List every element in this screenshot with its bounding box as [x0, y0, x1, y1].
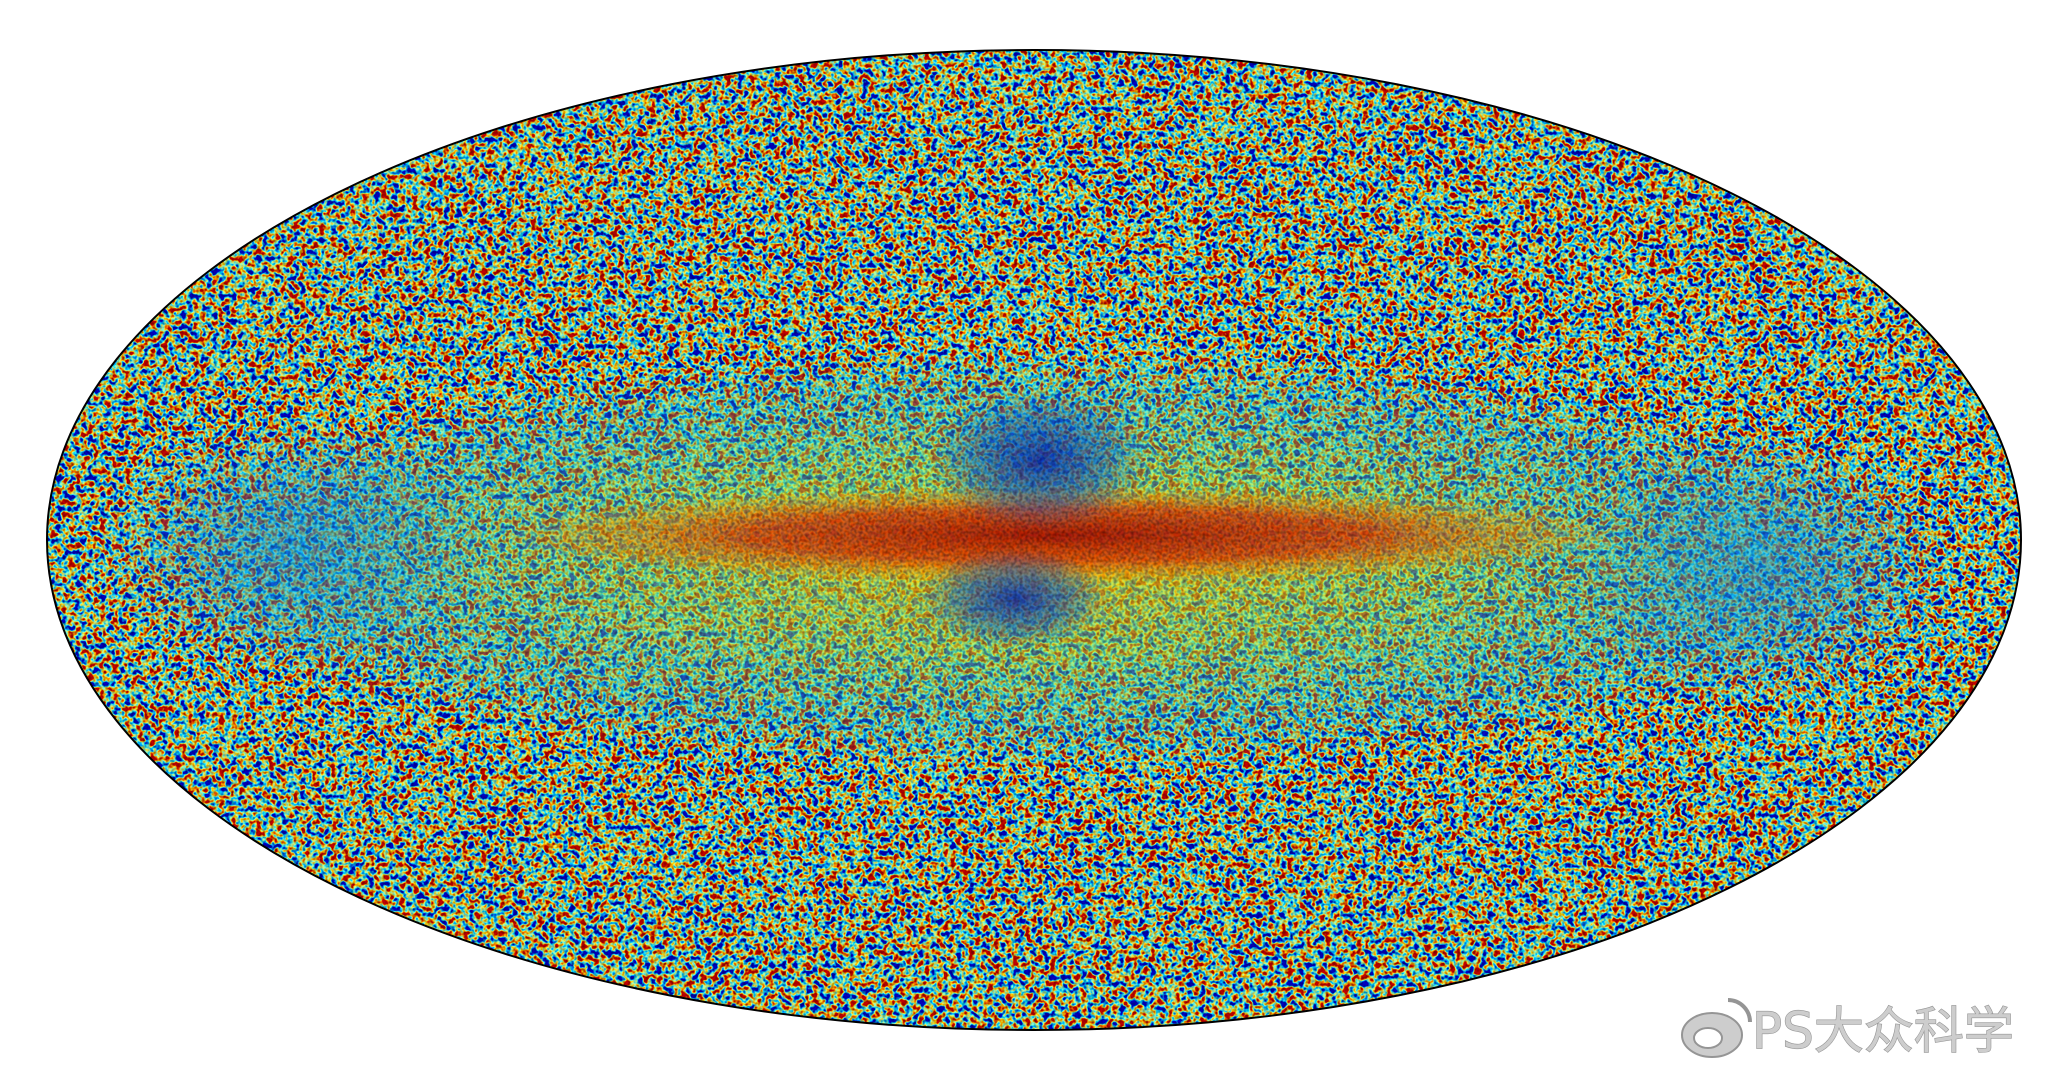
watermark: PS大众科学 [1681, 998, 2014, 1061]
sky-border [46, 49, 2022, 1031]
sky-pixels [47, 50, 2021, 1030]
watermark-text: PS大众科学 [1752, 1002, 2014, 1060]
grain [47, 50, 2021, 1030]
weibo-logo [1681, 998, 1752, 1058]
